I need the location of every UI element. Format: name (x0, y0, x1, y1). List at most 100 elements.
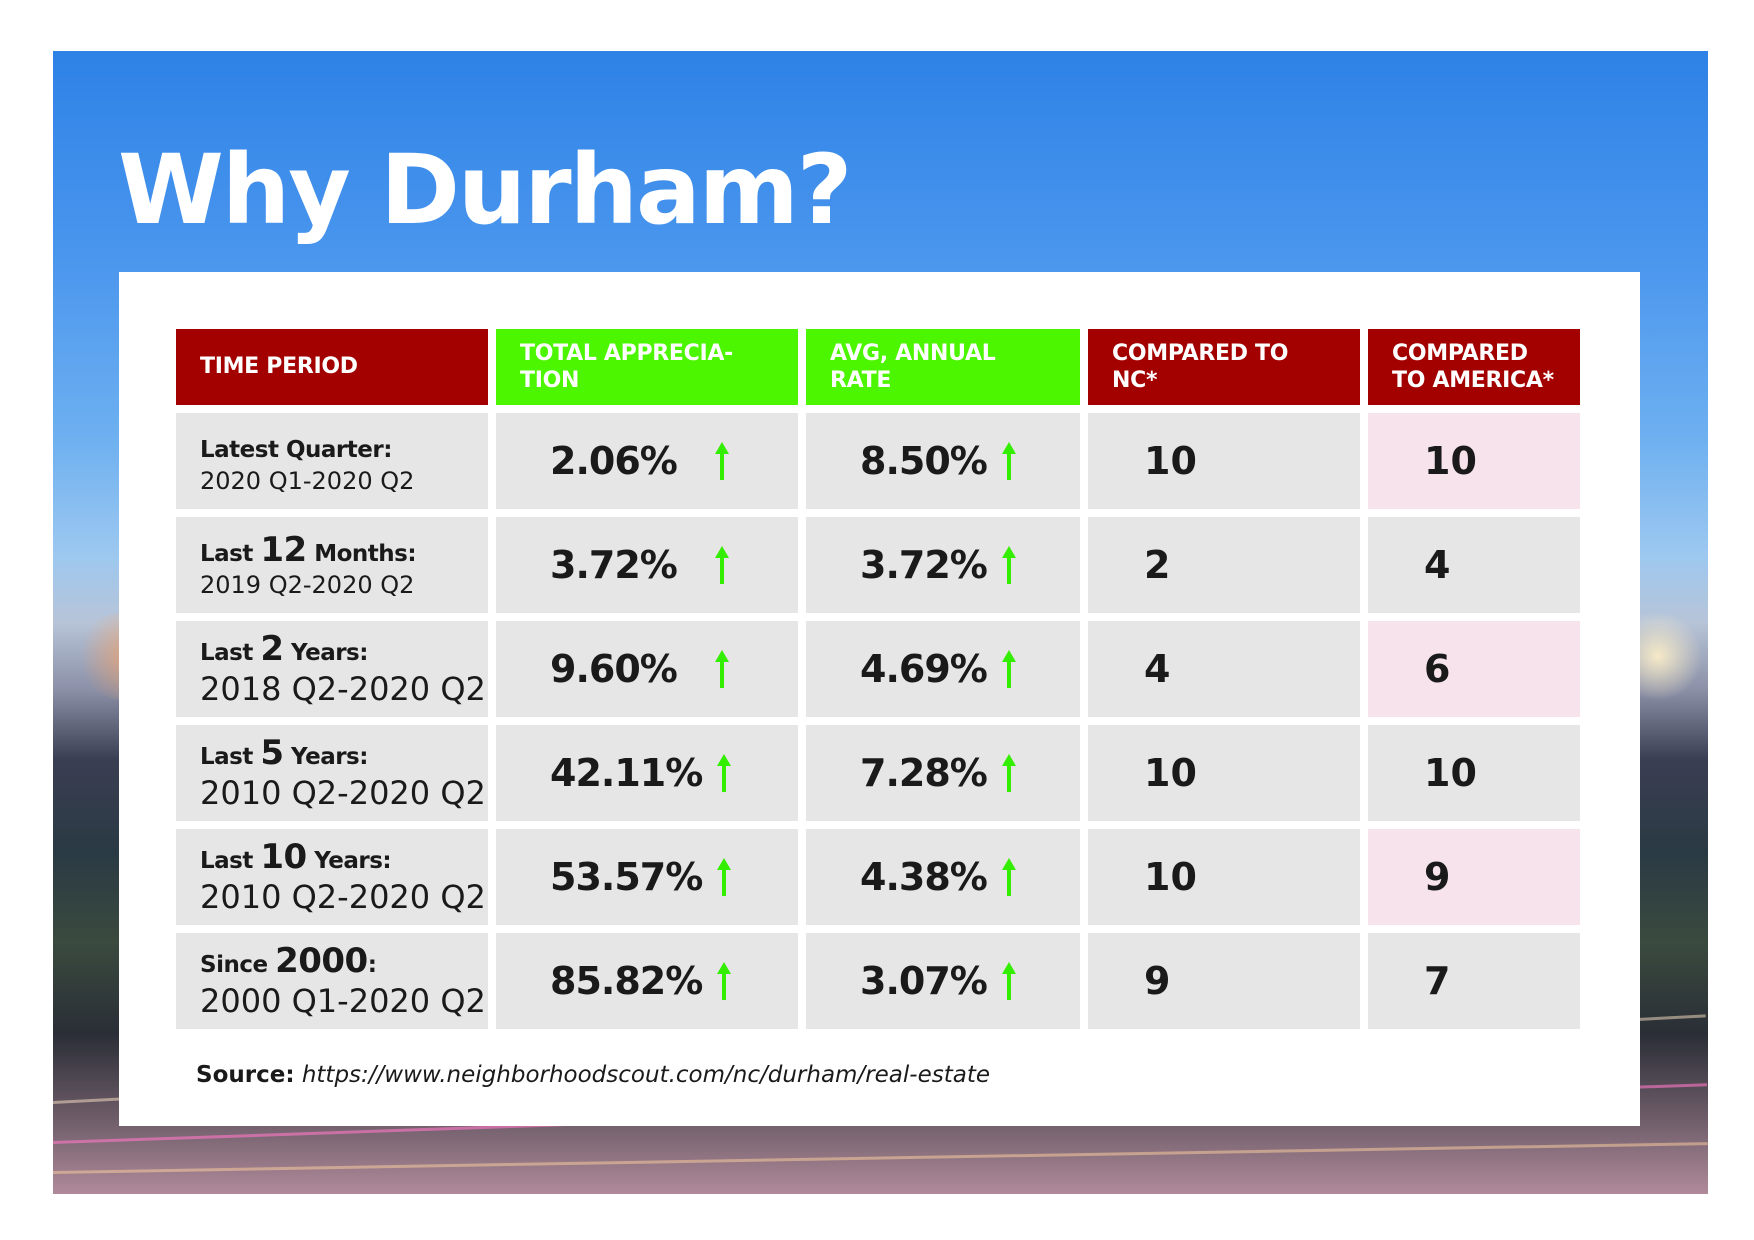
total-appreciation-value: 42.11% (550, 751, 703, 795)
header-line-1: AVG, ANNUAL (830, 340, 996, 366)
header-compared-to-america: COMPARED TO AMERICA* (1368, 329, 1580, 405)
compared-to-nc-cell: 9 (1088, 933, 1360, 1029)
time-period-pre: Last (200, 639, 261, 666)
up-arrow-icon (1001, 649, 1017, 689)
compared-to-nc-cell: 10 (1088, 829, 1360, 925)
compared-to-america-value: 10 (1424, 751, 1477, 795)
time-period-range: 2010 Q2-2020 Q2 (200, 774, 486, 813)
compared-to-america-cell: 6 (1368, 621, 1580, 717)
compared-to-america-cell: 10 (1368, 413, 1580, 509)
avg-annual-rate-cell: 4.69% (806, 621, 1080, 717)
compared-to-america-cell: 9 (1368, 829, 1580, 925)
time-period-label: Last 2 Years: (200, 629, 368, 670)
compared-to-america-value: 10 (1424, 439, 1477, 483)
avg-annual-rate-value: 7.28% (860, 751, 988, 795)
time-period-pre: Last (200, 847, 261, 874)
avg-annual-rate-value: 4.38% (860, 855, 988, 899)
time-period-label: Last 12 Months: (200, 529, 417, 571)
page-title: Why Durham? (118, 134, 852, 246)
time-period-range: 2019 Q2-2020 Q2 (200, 571, 415, 600)
up-arrow-icon (716, 753, 732, 793)
up-arrow-icon (716, 961, 732, 1001)
avg-annual-rate-value: 4.69% (860, 647, 988, 691)
time-period-pre: Last (200, 743, 261, 770)
header-line-2: RATE (830, 368, 892, 393)
compared-to-nc-value: 10 (1144, 751, 1197, 795)
header-line-2: TION (520, 368, 580, 393)
total-appreciation-value: 2.06% (550, 439, 678, 483)
header-line-2: TO AMERICA* (1392, 368, 1554, 393)
total-appreciation-value: 9.60% (550, 647, 678, 691)
time-period-label: Since 2000: (200, 940, 377, 982)
compared-to-nc-cell: 2 (1088, 517, 1360, 613)
time-period-post: Months: (306, 540, 417, 567)
compared-to-nc-cell: 10 (1088, 413, 1360, 509)
up-arrow-icon (1001, 753, 1017, 793)
header-line-1: COMPARED TO NC* (1112, 340, 1289, 394)
time-period-label: Last 5 Years: (200, 733, 368, 774)
compared-to-america-cell: 7 (1368, 933, 1580, 1029)
time-period-cell: Since 2000: 2000 Q1-2020 Q2 (176, 933, 488, 1029)
time-period-num: 5 (260, 732, 284, 773)
header-line-1: TOTAL APPRECIA- (520, 340, 733, 366)
time-period-cell: Last 12 Months: 2019 Q2-2020 Q2 (176, 517, 488, 613)
time-period-range: 2000 Q1-2020 Q2 (200, 982, 486, 1021)
up-arrow-icon (714, 545, 730, 585)
compared-to-america-value: 9 (1424, 855, 1451, 899)
up-arrow-icon (714, 649, 730, 689)
avg-annual-rate-cell: 8.50% (806, 413, 1080, 509)
time-period-post: Years: (306, 847, 392, 874)
compared-to-nc-value: 9 (1144, 959, 1171, 1003)
avg-annual-rate-cell: 3.72% (806, 517, 1080, 613)
compared-to-america-value: 4 (1424, 543, 1451, 587)
compared-to-america-cell: 10 (1368, 725, 1580, 821)
compared-to-america-cell: 4 (1368, 517, 1580, 613)
time-period-pre: Latest Quarter: (200, 436, 392, 463)
source-url: https://www.neighborhoodscout.com/nc/dur… (301, 1062, 990, 1088)
up-arrow-icon (1001, 545, 1017, 585)
compared-to-nc-cell: 10 (1088, 725, 1360, 821)
compared-to-america-value: 6 (1424, 647, 1451, 691)
total-appreciation-value: 3.72% (550, 543, 678, 587)
time-period-post: Years: (283, 743, 368, 770)
total-appreciation-value: 53.57% (550, 855, 703, 899)
compared-to-nc-value: 10 (1144, 855, 1197, 899)
appreciation-table: TIME PERIOD TOTAL APPRECIA- TION AVG, ANNUA… (176, 329, 1580, 1029)
avg-annual-rate-cell: 4.38% (806, 829, 1080, 925)
compared-to-nc-value: 4 (1144, 647, 1171, 691)
total-appreciation-cell: 53.57% (496, 829, 798, 925)
total-appreciation-cell: 42.11% (496, 725, 798, 821)
time-period-cell: Last 10 Years: 2010 Q2-2020 Q2 (176, 829, 488, 925)
up-arrow-icon (716, 857, 732, 897)
time-period-pre: Last (200, 540, 261, 567)
time-period-cell: Latest Quarter: 2020 Q1-2020 Q2 (176, 413, 488, 509)
up-arrow-icon (714, 441, 730, 481)
compared-to-nc-cell: 4 (1088, 621, 1360, 717)
compared-to-nc-value: 2 (1144, 543, 1171, 587)
time-period-post: Years: (283, 639, 368, 666)
total-appreciation-cell: 9.60% (496, 621, 798, 717)
time-period-range: 2020 Q1-2020 Q2 (200, 467, 415, 496)
time-period-cell: Last 5 Years: 2010 Q2-2020 Q2 (176, 725, 488, 821)
total-appreciation-cell: 85.82% (496, 933, 798, 1029)
header-total-appreciation: TOTAL APPRECIA- TION (496, 329, 798, 405)
up-arrow-icon (1001, 857, 1017, 897)
time-period-num: 2000 (275, 940, 368, 981)
time-period-label: Last 10 Years: (200, 837, 392, 878)
time-period-num: 12 (260, 529, 307, 570)
header-line-1: TIME PERIOD (200, 354, 358, 380)
time-period-pre: Since (200, 951, 276, 978)
avg-annual-rate-cell: 3.07% (806, 933, 1080, 1029)
time-period-post: : (367, 951, 377, 978)
data-table-card: TIME PERIOD TOTAL APPRECIA- TION AVG, ANNUA… (119, 272, 1640, 1126)
time-period-label: Latest Quarter: (200, 426, 392, 467)
header-line-1: COMPARED (1392, 340, 1528, 366)
time-period-range: 2018 Q2-2020 Q2 (200, 670, 486, 709)
total-appreciation-cell: 2.06% (496, 413, 798, 509)
time-period-num: 2 (260, 628, 284, 669)
source-label: Source: (196, 1062, 295, 1088)
time-period-cell: Last 2 Years: 2018 Q2-2020 Q2 (176, 621, 488, 717)
avg-annual-rate-value: 8.50% (860, 439, 988, 483)
avg-annual-rate-cell: 7.28% (806, 725, 1080, 821)
total-appreciation-value: 85.82% (550, 959, 703, 1003)
